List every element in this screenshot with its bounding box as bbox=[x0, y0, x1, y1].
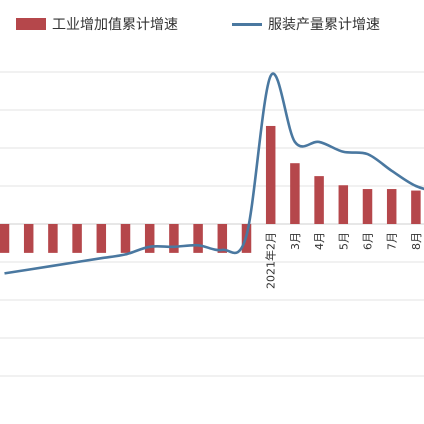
bar-industrial bbox=[120, 224, 131, 253]
bar-industrial bbox=[314, 176, 324, 224]
legend-bar-swatch bbox=[16, 18, 46, 30]
legend-line-swatch bbox=[232, 22, 262, 26]
bar-industrial bbox=[362, 189, 373, 224]
bar-industrial bbox=[193, 224, 203, 253]
chart-legend: 工业增加值累计增速 服装产量累计增速 bbox=[0, 14, 424, 38]
bar-industrial bbox=[72, 224, 82, 253]
bar-industrial bbox=[217, 224, 228, 253]
bar-industrial bbox=[144, 224, 155, 253]
bar-industrial bbox=[23, 224, 34, 253]
x-tick-label: 7月 bbox=[386, 232, 399, 250]
bar-industrial bbox=[290, 163, 300, 224]
bar-industrial bbox=[48, 224, 58, 253]
x-tick-label: 5月 bbox=[337, 232, 350, 250]
x-tick-label: 2021年2月 bbox=[264, 232, 278, 289]
bar-industrial bbox=[0, 224, 10, 253]
bar-industrial bbox=[169, 224, 179, 253]
x-tick-label: 4月 bbox=[313, 232, 326, 250]
bar-industrial bbox=[265, 125, 276, 224]
bar-industrial bbox=[338, 185, 349, 224]
x-tick-label: 3月 bbox=[289, 232, 302, 250]
legend-item-apparel: 服装产量累计增速 bbox=[232, 14, 380, 34]
x-tick-label: 8月 bbox=[410, 232, 423, 250]
legend-item-industrial: 工业增加值累计增速 bbox=[16, 14, 178, 34]
legend-label-industrial: 工业增加值累计增速 bbox=[52, 17, 178, 33]
bar-industrial bbox=[411, 190, 421, 224]
legend-label-apparel: 服装产量累计增速 bbox=[268, 17, 380, 33]
x-tick-label: 6月 bbox=[362, 232, 375, 250]
bar-industrial bbox=[386, 189, 397, 224]
bar-industrial bbox=[96, 224, 107, 253]
